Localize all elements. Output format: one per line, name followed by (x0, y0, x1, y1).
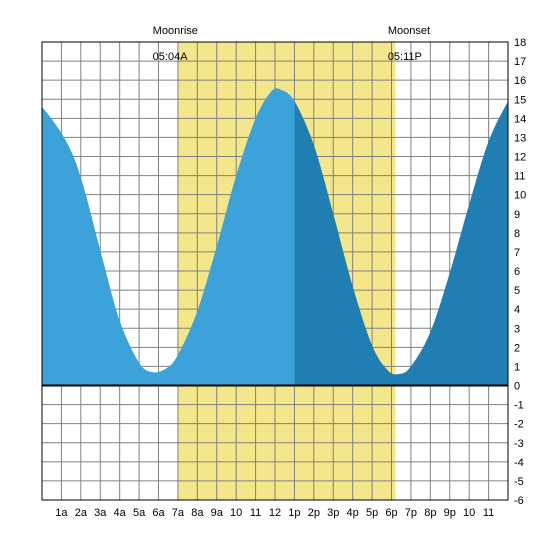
x-tick-label: 8a (191, 507, 204, 519)
chart-svg: -6-5-4-3-2-10123456789101112131415161718… (0, 0, 550, 550)
x-tick-label: 11 (483, 507, 494, 519)
x-tick-label: 7a (172, 507, 185, 519)
x-tick-label: 5p (366, 507, 378, 519)
y-tick-label: 6 (514, 266, 520, 278)
moonset-annotation: Moonset 05:11P (376, 12, 430, 77)
x-tick-label: 4a (114, 507, 127, 519)
x-tick-label: 10 (463, 507, 475, 519)
moonrise-label: Moonrise (153, 25, 198, 37)
x-tick-label: 6a (152, 507, 165, 519)
x-tick-label: 11 (250, 507, 261, 519)
y-tick-label: 10 (514, 190, 526, 202)
x-tick-label: 1p (288, 507, 300, 519)
x-tick-label: 2p (308, 507, 320, 519)
y-tick-label: 14 (514, 113, 526, 125)
x-tick-label: 8p (424, 507, 436, 519)
tide-chart: -6-5-4-3-2-10123456789101112131415161718… (0, 0, 550, 550)
y-tick-label: 0 (514, 381, 520, 393)
moonset-time: 05:11P (388, 51, 422, 63)
x-tick-label: 9p (444, 507, 456, 519)
y-tick-label: -3 (514, 438, 524, 450)
x-tick-label: 3a (94, 507, 107, 519)
moonset-label: Moonset (388, 25, 430, 37)
x-tick-label: 3p (327, 507, 339, 519)
y-tick-label: 7 (514, 247, 520, 259)
y-tick-label: 1 (514, 361, 520, 373)
y-tick-label: -4 (514, 457, 524, 469)
y-tick-label: 18 (514, 37, 526, 49)
moonrise-time: 05:04A (153, 51, 188, 63)
y-tick-label: -2 (514, 419, 524, 431)
x-tick-label: 5a (133, 507, 146, 519)
y-tick-label: 9 (514, 209, 520, 221)
x-tick-label: 1a (55, 507, 68, 519)
y-tick-label: 11 (514, 171, 525, 183)
y-tick-label: 15 (514, 94, 526, 106)
x-tick-label: 9a (211, 507, 224, 519)
y-tick-label: -1 (514, 400, 524, 412)
y-tick-label: 13 (514, 132, 526, 144)
x-tick-label: 7p (405, 507, 417, 519)
y-tick-label: 12 (514, 152, 526, 164)
y-tick-label: 3 (514, 323, 520, 335)
y-tick-label: -6 (514, 495, 524, 507)
y-tick-label: 5 (514, 285, 520, 297)
y-tick-label: 17 (514, 56, 526, 68)
y-tick-label: 4 (514, 304, 520, 316)
x-tick-label: 4p (347, 507, 359, 519)
x-tick-label: 2a (75, 507, 88, 519)
y-tick-label: -5 (514, 476, 524, 488)
x-tick-label: 12 (269, 507, 281, 519)
moonrise-annotation: Moonrise 05:04A (140, 12, 197, 77)
y-tick-label: 2 (514, 342, 520, 354)
y-tick-label: 8 (514, 228, 520, 240)
x-tick-label: 6p (385, 507, 397, 519)
y-tick-label: 16 (514, 75, 526, 87)
x-tick-label: 10 (230, 507, 242, 519)
